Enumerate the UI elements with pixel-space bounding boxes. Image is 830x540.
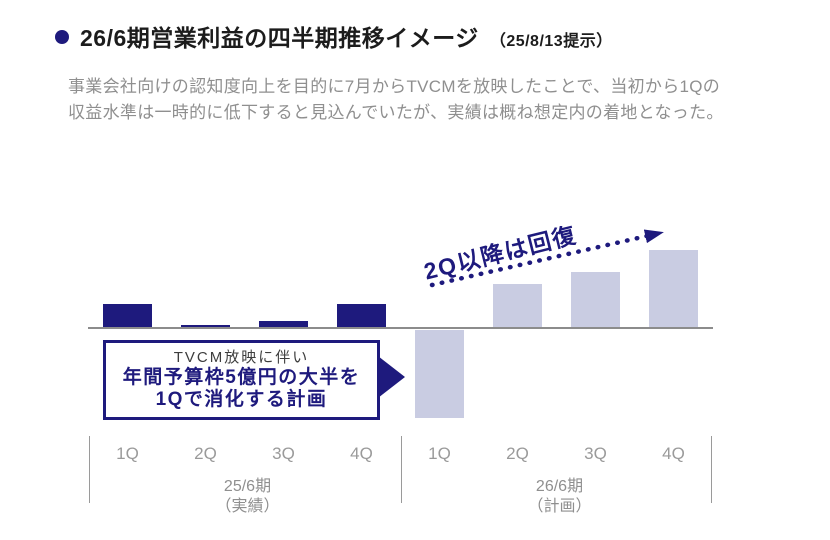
axis-tick-right [711,436,712,503]
axis-tick-middle [401,436,402,503]
x-axis-line [88,327,713,329]
description-line-1: 事業会社向けの認知度向上を目的に7月からTVCMを放映したことで、当初から1Qの [68,77,721,96]
x-tick-label: 4Q [350,444,373,463]
x-tick-label: 4Q [662,444,685,463]
x-tick-label: 1Q [116,444,139,463]
period-status: （実績） [215,498,280,515]
bar-series1-1q [103,304,152,328]
bar-series1-3q [259,321,308,328]
callout-line-3: 1Qで消化する計画 [155,389,328,410]
bar-series2-3q [571,272,620,328]
callout-line-2: 年間予算枠5億円の大半を [122,367,361,388]
period-name: 25/6期 [223,478,272,495]
x-tick-label: 1Q [428,444,451,463]
bar-series1-4q [337,304,386,328]
x-tick-label: 3Q [584,444,607,463]
axis-tick-left [89,436,90,503]
period-label-actual: 25/6期 （実績） [160,477,335,517]
bar-series2-1q [415,330,464,418]
description-paragraph: 事業会社向けの認知度向上を目的に7月からTVCMを放映したことで、当初から1Qの… [68,74,788,126]
description-line-2: 収益水準は一時的に低下すると見込んでいたが、実績は概ね想定内の着地となった。 [68,103,724,122]
callout-line-1: TVCM放映に伴い [173,349,310,366]
x-tick-label: 2Q [194,444,217,463]
x-tick-label: 3Q [272,444,295,463]
bullet-icon [55,30,69,44]
period-name: 26/6期 [535,478,584,495]
x-tick-label: 2Q [506,444,529,463]
period-status: （計画） [527,498,592,515]
bar-series2-2q [493,284,542,328]
callout-arrow-icon [378,356,405,398]
page-title-bar: 26/6期営業利益の四半期推移イメージ （25/8/13提示） [55,19,613,53]
bar-series2-4q [649,250,698,328]
recovery-trend-arrow-icon [429,229,664,288]
page-title-date: （25/8/13提示） [489,32,613,50]
period-label-plan: 26/6期 （計画） [472,477,647,517]
page-title: 26/6期営業利益の四半期推移イメージ [80,25,479,51]
bar-series1-2q [181,325,230,328]
tvcm-callout-box: TVCM放映に伴い 年間予算枠5億円の大半を 1Qで消化する計画 [103,340,380,420]
